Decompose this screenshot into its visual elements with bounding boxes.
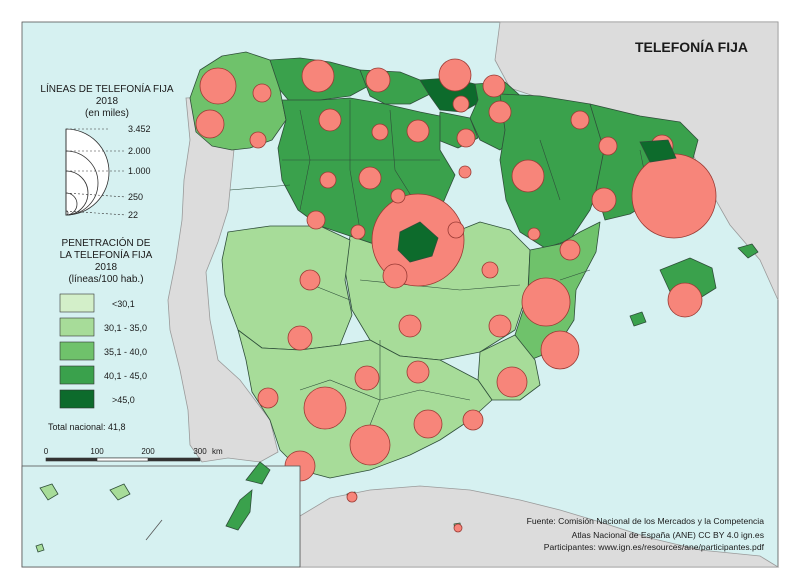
circle-avila <box>350 224 366 240</box>
circle-huelva <box>257 387 279 409</box>
canary-inset <box>21 461 301 568</box>
legend-class-5-label: >45,0 <box>112 395 135 405</box>
circle-segovia <box>390 188 406 204</box>
circle-a-coruna <box>199 67 237 105</box>
circle-asturias <box>301 59 335 93</box>
circle-cuenca <box>481 261 499 279</box>
circle-lleida <box>598 136 618 156</box>
circle-ourense <box>249 131 267 149</box>
legend-pen-title-1: PENETRACIÓN DE <box>62 236 151 249</box>
circle-zamora <box>319 171 337 189</box>
circle-caceres <box>299 269 321 291</box>
scale-unit: km <box>212 447 223 456</box>
baleares-ibiza <box>629 311 647 327</box>
map-title: TELEFONÍA FIJA <box>635 39 748 55</box>
circle-malaga <box>349 424 391 466</box>
legend-nested-semicircles <box>65 128 110 216</box>
circle-ciudad-real <box>398 314 422 338</box>
circle-soria <box>458 165 472 179</box>
scale-tick-100: 100 <box>90 447 104 456</box>
legend-penetration: PENETRACIÓN DE LA TELEFONÍA FIJA 2018 (l… <box>48 236 153 432</box>
circle-jaen <box>406 360 430 384</box>
circle-teruel <box>527 227 541 241</box>
legend-class-4-label: 40,1 - 45,0 <box>104 371 147 381</box>
circle-alicante <box>540 330 580 370</box>
legend-class-3-label: 35,1 - 40,0 <box>104 347 147 357</box>
circle-cordoba <box>354 365 380 391</box>
legend-pen-title-2: LA TELEFONÍA FIJA <box>60 248 153 261</box>
africa-land <box>299 485 780 568</box>
circle-barcelona <box>631 153 717 239</box>
scale-tick-0: 0 <box>44 447 49 456</box>
circle-zaragoza <box>511 159 545 193</box>
legend-lines-title: LÍNEAS DE TELEFONÍA FIJA <box>40 82 174 95</box>
extremadura <box>221 225 353 351</box>
circle-lugo <box>252 83 272 103</box>
circle-valladolid <box>358 166 382 190</box>
legend-lines-unit: (en miles) <box>85 108 129 119</box>
circle-leon <box>318 108 342 132</box>
legend-class-3-swatch <box>59 341 95 361</box>
legend-leader-lines <box>65 128 127 216</box>
legend-class-4-swatch <box>59 365 95 385</box>
legend-class-2-label: 30,1 - 35,0 <box>104 323 147 333</box>
circle-salamanca <box>306 210 326 230</box>
circle-castellon <box>559 239 581 261</box>
circle-guadalajara <box>447 221 465 239</box>
baleares-menorca <box>737 243 759 259</box>
circle-bizkaia <box>438 58 472 92</box>
scale-tick-300: 300 <box>193 447 207 456</box>
circle-gipuzkoa <box>482 74 506 98</box>
legend-lines-value-4: 250 <box>128 192 143 202</box>
circle-navarra <box>488 100 512 124</box>
legend-lines-year: 2018 <box>96 96 119 107</box>
circle-badajoz <box>287 325 313 351</box>
legend-pen-unit: (líneas/100 hab.) <box>68 274 143 285</box>
legend-lines: LÍNEAS DE TELEFONÍA FIJA 2018 (en miles)… <box>40 82 174 220</box>
legend-total: Total nacional: 41,8 <box>48 422 126 432</box>
legend-class-2-swatch <box>59 317 95 337</box>
legend-class-1-swatch <box>59 293 95 313</box>
circle-baleares <box>667 282 703 318</box>
legend-pen-title-3: 2018 <box>95 262 118 273</box>
circle-pontevedra <box>195 109 225 139</box>
scale-bar: 0 100 200 300 km <box>44 447 223 462</box>
circle-la-rioja <box>456 128 476 148</box>
circle-albacete <box>488 314 512 338</box>
circle-tarragona <box>591 187 617 213</box>
legend-class-1-label: <30,1 <box>112 299 135 309</box>
legend-lines-value-5: 22 <box>128 210 138 220</box>
circle-almeria <box>462 409 484 431</box>
circle-granada <box>413 409 443 439</box>
source-line-2: Atlas Nacional de España (ANE) CC BY 4.0… <box>572 530 764 540</box>
circle-palencia <box>371 123 389 141</box>
barcelona-core <box>639 139 677 163</box>
circle-ceuta <box>346 491 358 503</box>
legend-class-5-swatch <box>59 389 95 409</box>
circle-cantabria <box>365 67 391 93</box>
legend-lines-value-2: 2.000 <box>128 146 151 156</box>
circle-huesca <box>570 110 590 130</box>
source-line-3: Participantes: www.ign.es/resources/ane/… <box>544 542 765 552</box>
circle-murcia <box>496 366 528 398</box>
legend-lines-value-3: 1.000 <box>128 166 151 176</box>
province-borders <box>229 100 651 451</box>
source-line-1: Fuente: Comisión Nacional de los Mercado… <box>527 516 765 526</box>
circle-melilla <box>453 523 463 533</box>
circle-burgos <box>406 119 430 143</box>
circle-sevilla <box>303 386 347 430</box>
circle-toledo <box>382 263 408 289</box>
andalucia <box>237 329 493 479</box>
madrid-core <box>397 221 439 263</box>
circle-alava <box>452 95 470 113</box>
legend-lines-value-1: 3.452 <box>128 124 151 134</box>
circle-valencia <box>521 277 571 327</box>
scale-tick-200: 200 <box>141 447 155 456</box>
